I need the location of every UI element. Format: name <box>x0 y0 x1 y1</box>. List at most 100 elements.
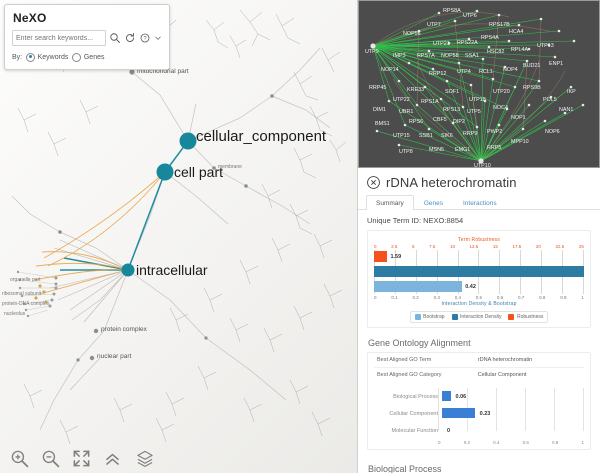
tick: 0.2 <box>412 295 419 300</box>
zoom-in-icon[interactable] <box>10 449 29 468</box>
ontology-network-panel[interactable]: cellular_component cell part intracellul… <box>0 0 358 473</box>
svg-text:CBF5: CBF5 <box>433 117 447 123</box>
search-row: ? <box>12 30 162 46</box>
legend-swatch-interaction-density <box>451 314 458 320</box>
tab-genes[interactable]: Genes <box>423 200 443 207</box>
tick: 5 <box>411 244 415 249</box>
bar-robustness-value: 1.59 <box>390 253 402 260</box>
go-bar-track-molecular-function: 0 <box>442 422 584 439</box>
chart1-top-ticks: 0 2.5 5 7.5 10 12.5 15 17.5 20 22.5 25 <box>374 244 584 249</box>
legend-label-interaction-density: Interaction Density <box>460 314 502 320</box>
node-cell-part <box>156 163 174 181</box>
graph-label-organelle-part: organelle part <box>10 277 41 283</box>
layers-icon[interactable] <box>134 449 156 468</box>
graph-label-nuclear-part: nuclear part <box>97 353 132 360</box>
svg-text:RPS7A: RPS7A <box>417 53 435 59</box>
svg-text:RPS6: RPS6 <box>409 119 423 125</box>
tick: 0.8 <box>539 295 546 300</box>
radio-keywords[interactable]: Keywords <box>26 53 68 62</box>
go-alignment-card: Best Aligned GO Term rDNA heterochromati… <box>367 352 591 450</box>
chart1-top-axis-title: Term Robustness <box>458 237 500 243</box>
legend-item-interaction-density[interactable]: Interaction Density <box>451 314 502 320</box>
go-bar-row-molecular-function: Molecular Function 0 <box>374 422 584 439</box>
graph-label-ribosomal-subunit: ribosomal subunit <box>2 291 42 297</box>
bar-bootstrap[interactable]: 0.42 <box>374 281 476 292</box>
svg-text:SOF1: SOF1 <box>445 89 459 95</box>
svg-text:NOC4: NOC4 <box>493 105 508 111</box>
svg-text:UTP13: UTP13 <box>537 43 554 49</box>
refresh-icon[interactable] <box>124 32 136 44</box>
graph-label-nucleolus: nucleolus <box>4 311 26 317</box>
app-title: NeXO <box>13 11 47 25</box>
svg-text:DIP2: DIP2 <box>453 119 465 125</box>
tick: 7.5 <box>429 244 436 249</box>
go-bar-biological-process[interactable] <box>442 391 451 401</box>
term-detail-panel: rDNA heterochromatin Summary Genes Inter… <box>358 168 600 473</box>
svg-text:RCL1: RCL1 <box>479 69 493 75</box>
tick: 0 <box>374 295 377 300</box>
tick: 0.6 <box>522 440 529 445</box>
svg-text:NOP1: NOP1 <box>511 115 526 121</box>
search-by-row: By: Keywords Genes <box>12 53 162 62</box>
svg-text:MPP10: MPP10 <box>511 139 529 145</box>
ontology-network-graph[interactable] <box>0 0 357 473</box>
search-input[interactable] <box>12 30 106 46</box>
radio-genes[interactable]: Genes <box>72 53 104 62</box>
go-bar-value-biological-process: 0.06 <box>455 393 467 400</box>
tick: 12.5 <box>469 244 479 249</box>
search-icon[interactable] <box>109 32 121 44</box>
gene-interaction-network-panel[interactable]: UTP9 UTP10 RPS8A UTP7 NOP56 UTP6 UTP21 RPS22… <box>358 0 600 168</box>
search-card: NeXO ? By: <box>4 4 170 70</box>
help-icon[interactable]: ? <box>139 32 151 44</box>
tick: 0.8 <box>552 440 559 445</box>
unique-term-id: Unique Term ID: NEXO:8854 <box>367 216 464 225</box>
node-intracellular <box>121 263 135 277</box>
tick: 0 <box>438 440 441 445</box>
svg-text:RPS22A: RPS22A <box>457 40 478 46</box>
bar-robustness[interactable]: 1.59 <box>374 251 401 262</box>
legend-item-robustness[interactable]: Robustness <box>508 314 543 320</box>
svg-text:RPS17B: RPS17B <box>489 22 510 28</box>
chevron-down-icon[interactable] <box>154 32 162 44</box>
svg-text:NOP4: NOP4 <box>503 67 518 73</box>
chart1-bottom-axis-title: Interaction Density & Bootstrap <box>441 301 517 307</box>
go-row-term: Best Aligned GO Term rDNA heterochromati… <box>374 353 584 367</box>
svg-text:RPL4A: RPL4A <box>511 47 528 53</box>
svg-text:NOP14: NOP14 <box>381 67 399 73</box>
svg-text:BUD21: BUD21 <box>523 63 540 69</box>
collapse-icon[interactable] <box>103 449 122 468</box>
legend-swatch-bootstrap <box>414 314 421 320</box>
svg-text:UTP15: UTP15 <box>393 133 410 139</box>
detail-header: rDNA heterochromatin <box>358 168 600 194</box>
svg-text:UTP21: UTP21 <box>433 41 450 47</box>
go-category-chart: Biological Process 0.06 Cellular Compone… <box>374 388 584 445</box>
bar-interaction-density[interactable] <box>374 266 584 277</box>
graph-label-protein-complex: protein complex <box>101 326 147 333</box>
tick: 0 <box>374 244 377 249</box>
legend-item-bootstrap[interactable]: Bootstrap <box>414 314 445 320</box>
svg-text:MSN5: MSN5 <box>429 147 444 153</box>
radio-keywords-label: Keywords <box>37 54 69 61</box>
svg-text:UTP22: UTP22 <box>393 97 410 103</box>
tick: 0.1 <box>391 295 398 300</box>
go-bar-value-molecular-function: 0 <box>447 427 451 434</box>
legend-label-robustness: Robustness <box>516 314 544 320</box>
close-circle-icon[interactable] <box>366 175 381 190</box>
svg-text:RPS1A: RPS1A <box>421 99 439 105</box>
go-row-category: Best Aligned GO Category Cellular Compon… <box>374 367 584 382</box>
tick: 22.5 <box>555 244 565 249</box>
tab-interactions[interactable]: Interactions <box>462 200 497 207</box>
go-bar-cellular-component[interactable] <box>442 408 475 418</box>
fit-screen-icon[interactable] <box>72 449 91 468</box>
tick: 0.7 <box>518 295 525 300</box>
legend-swatch-robustness <box>508 314 515 320</box>
svg-text:RPS8A: RPS8A <box>443 8 461 14</box>
tick: 0.4 <box>454 295 461 300</box>
go-bar-row-biological-process: Biological Process 0.06 <box>374 388 584 405</box>
tick: 0.9 <box>560 295 567 300</box>
zoom-out-icon[interactable] <box>41 449 60 468</box>
svg-text:NOP6: NOP6 <box>545 129 560 135</box>
gene-interaction-graph[interactable]: UTP9 UTP10 RPS8A UTP7 NOP56 UTP6 UTP21 RPS22… <box>359 1 599 167</box>
tab-summary[interactable]: Summary <box>366 195 414 210</box>
svg-text:UBR1: UBR1 <box>399 109 413 115</box>
